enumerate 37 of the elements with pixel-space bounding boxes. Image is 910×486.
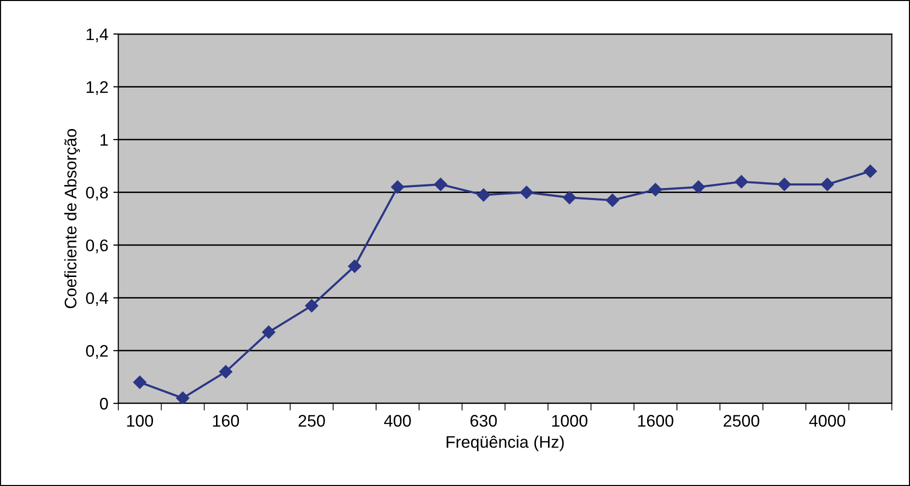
point	[562, 191, 576, 204]
point	[219, 365, 232, 378]
x-tick-label: 100	[127, 414, 154, 427]
y-tick-label: 0,8	[86, 186, 108, 200]
point	[648, 183, 662, 196]
y-tick-label: 1	[100, 134, 108, 146]
point	[262, 326, 276, 339]
x-tick-label: 250	[298, 414, 325, 427]
x-tick-label: 1000	[552, 414, 588, 427]
point	[391, 180, 404, 194]
point	[778, 178, 791, 191]
x-tick-label: 630	[470, 414, 497, 427]
point	[692, 180, 706, 194]
x-tick-label: 1600	[638, 414, 674, 427]
point	[606, 194, 620, 207]
point	[520, 186, 534, 199]
point	[133, 376, 146, 389]
y-tick-label: 1,2	[86, 81, 108, 95]
x-tick-label: 400	[384, 414, 411, 427]
x-tick-label: 160	[213, 414, 239, 427]
point	[820, 178, 834, 191]
y-tick-label: 0,4	[86, 292, 108, 306]
point	[476, 188, 490, 202]
point	[734, 175, 748, 188]
point	[434, 178, 448, 191]
y-tick-label: 0,6	[86, 239, 108, 254]
x-tick-label: 4000	[809, 414, 846, 427]
point	[348, 260, 362, 273]
x-tick-label: 2500	[724, 414, 760, 427]
y-tick-label: 1,4	[86, 28, 108, 42]
y-tick-label: 0	[100, 398, 108, 410]
point	[176, 392, 190, 404]
point	[305, 299, 318, 312]
x-axis-title: Freqüência (Hz)	[446, 436, 564, 452]
y-axis-title: Coeficiente de Absorção	[64, 129, 80, 308]
y-tick-label: 0,2	[86, 345, 108, 359]
point	[864, 164, 877, 178]
